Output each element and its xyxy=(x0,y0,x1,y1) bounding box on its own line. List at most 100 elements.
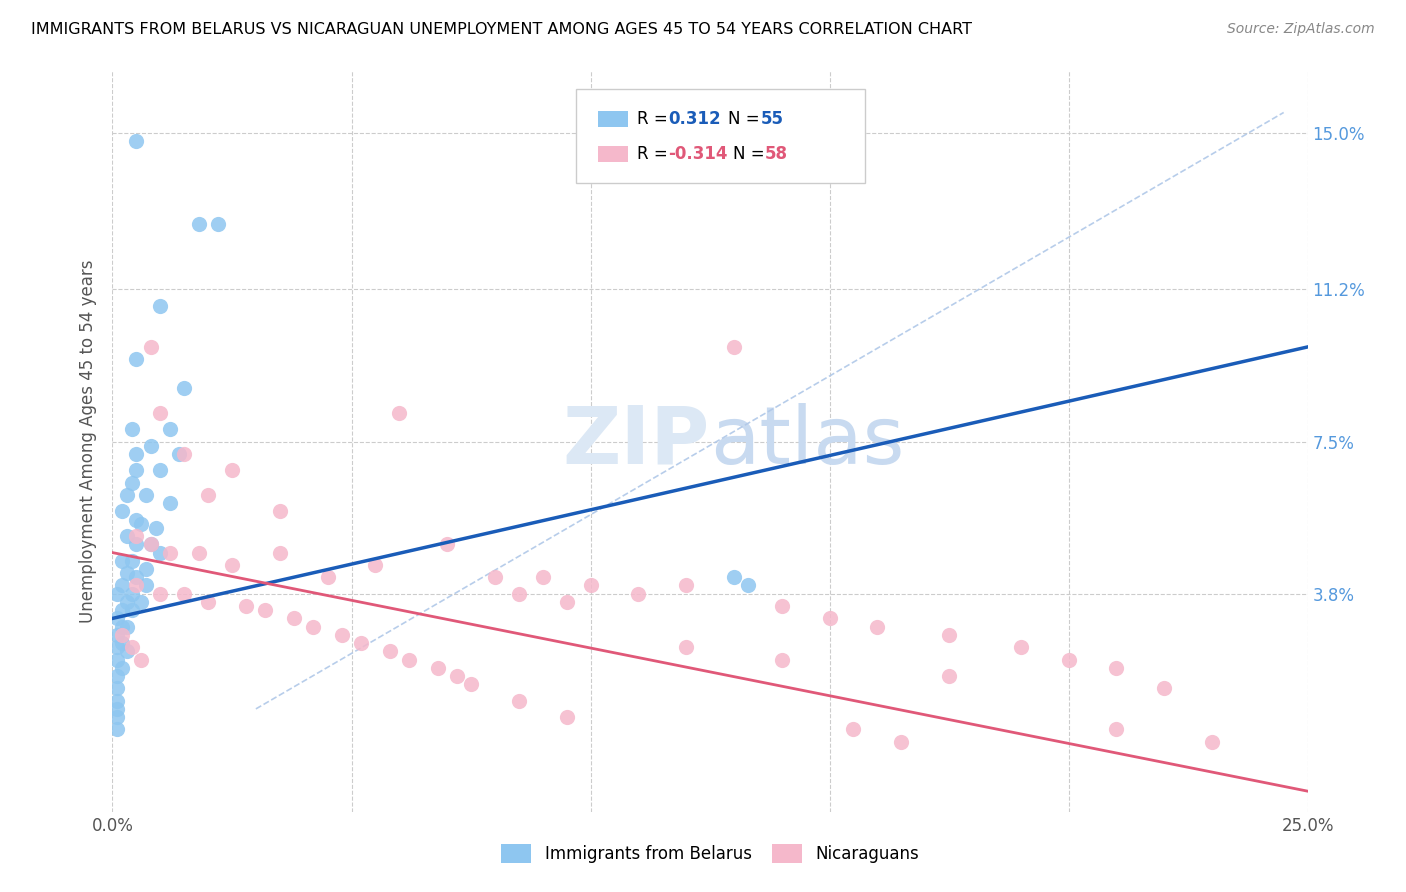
Point xyxy=(159,422,181,436)
Point xyxy=(105,669,128,683)
Point xyxy=(111,636,134,650)
Point xyxy=(111,554,134,568)
Point xyxy=(283,611,305,625)
Point xyxy=(135,562,157,576)
Point xyxy=(675,578,697,592)
Point xyxy=(1153,681,1175,696)
Text: IMMIGRANTS FROM BELARUS VS NICARAGUAN UNEMPLOYMENT AMONG AGES 45 TO 54 YEARS COR: IMMIGRANTS FROM BELARUS VS NICARAGUAN UN… xyxy=(31,22,972,37)
Point xyxy=(129,516,152,531)
Text: 55: 55 xyxy=(761,110,783,128)
Point xyxy=(121,422,143,436)
Point xyxy=(121,603,143,617)
Point xyxy=(330,628,353,642)
Point xyxy=(145,521,167,535)
Point xyxy=(139,537,162,551)
Point xyxy=(579,578,602,592)
Point xyxy=(135,488,157,502)
Point xyxy=(378,644,401,658)
Text: 58: 58 xyxy=(765,145,787,163)
Point xyxy=(197,488,219,502)
Point xyxy=(818,611,841,625)
Point xyxy=(111,603,134,617)
Point xyxy=(125,134,148,148)
Text: atlas: atlas xyxy=(710,402,904,481)
Y-axis label: Unemployment Among Ages 45 to 54 years: Unemployment Among Ages 45 to 54 years xyxy=(79,260,97,624)
Point xyxy=(105,640,128,655)
Text: R =: R = xyxy=(637,110,673,128)
Point xyxy=(770,599,793,613)
Point xyxy=(938,669,960,683)
Point xyxy=(842,723,865,737)
Point xyxy=(121,587,143,601)
Point xyxy=(111,628,134,642)
Point xyxy=(398,652,420,666)
Point xyxy=(197,595,219,609)
Point xyxy=(269,504,291,518)
Point xyxy=(207,217,229,231)
Point xyxy=(890,735,912,749)
Point xyxy=(723,340,745,354)
Point xyxy=(139,439,162,453)
Text: -0.314: -0.314 xyxy=(668,145,727,163)
Point xyxy=(221,558,243,572)
Point xyxy=(187,546,209,560)
Point xyxy=(173,447,195,461)
Point xyxy=(675,640,697,655)
Text: Source: ZipAtlas.com: Source: ZipAtlas.com xyxy=(1227,22,1375,37)
Point xyxy=(627,587,650,601)
Text: ZIP: ZIP xyxy=(562,402,710,481)
Text: R =: R = xyxy=(637,145,673,163)
Point xyxy=(1010,640,1032,655)
Point xyxy=(115,529,138,543)
Point xyxy=(121,475,143,490)
Point xyxy=(508,587,530,601)
Point xyxy=(125,578,148,592)
Point xyxy=(149,406,172,420)
Point xyxy=(115,488,138,502)
Point xyxy=(723,570,745,584)
Point xyxy=(105,628,128,642)
Point xyxy=(460,677,482,691)
Point xyxy=(115,566,138,581)
Point xyxy=(125,529,148,543)
Point xyxy=(105,652,128,666)
Point xyxy=(364,558,387,572)
Point xyxy=(1201,735,1223,749)
Point xyxy=(105,611,128,625)
Point xyxy=(1105,723,1128,737)
Point xyxy=(531,570,554,584)
Point xyxy=(111,620,134,634)
Point xyxy=(125,537,148,551)
Point xyxy=(221,463,243,477)
Point xyxy=(254,603,277,617)
Point xyxy=(1057,652,1080,666)
Point xyxy=(121,554,143,568)
Point xyxy=(269,546,291,560)
Point xyxy=(111,661,134,675)
Point xyxy=(149,587,172,601)
Point xyxy=(866,620,889,634)
Point xyxy=(159,496,181,510)
Point xyxy=(173,587,195,601)
Point xyxy=(139,340,162,354)
Point xyxy=(316,570,339,584)
Point xyxy=(169,447,191,461)
Text: N =: N = xyxy=(728,110,765,128)
Point xyxy=(115,595,138,609)
Point xyxy=(938,628,960,642)
Point xyxy=(139,537,162,551)
Point xyxy=(129,652,152,666)
Point xyxy=(115,644,138,658)
Point xyxy=(135,578,157,592)
Point xyxy=(484,570,506,584)
Point xyxy=(149,463,172,477)
Point xyxy=(105,702,128,716)
Point xyxy=(350,636,373,650)
Point xyxy=(125,352,148,367)
Point xyxy=(111,504,134,518)
Point xyxy=(508,694,530,708)
Point xyxy=(121,640,143,655)
Point xyxy=(149,546,172,560)
Point xyxy=(388,406,411,420)
Point xyxy=(555,710,578,724)
